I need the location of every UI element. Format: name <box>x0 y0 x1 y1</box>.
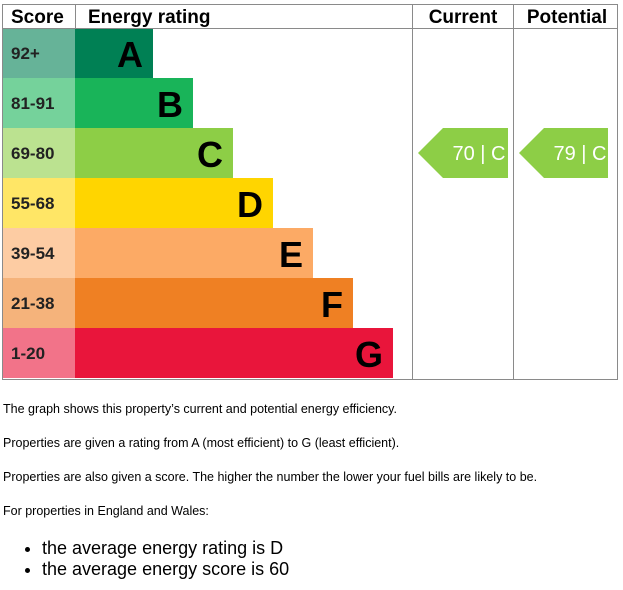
score-cell-a <box>2 28 75 78</box>
score-cell-c <box>2 128 75 178</box>
average-score-item: the average energy score is 60 <box>42 559 289 580</box>
rating-bar-e <box>75 228 313 278</box>
score-cell-e <box>2 228 75 278</box>
band-g: 1-20 G <box>2 328 393 378</box>
rating-bar-b <box>75 78 193 128</box>
rating-bar-f <box>75 278 353 328</box>
energy-rating-chart: 92+ A81-91 B69-80 C55-68 D39-54 E21-38 F1-20 G … <box>2 4 618 380</box>
current-rating-label: 70 | C <box>453 143 506 165</box>
potential-rating-label: 79 | C <box>554 143 607 165</box>
score-range-label: 1-20 <box>11 344 45 363</box>
average-list: the average energy rating is D the avera… <box>22 538 289 580</box>
info-text-rating: Properties are given a rating from A (mo… <box>3 436 400 450</box>
potential-rating-arrow <box>519 128 608 178</box>
rating-letter: F <box>321 284 343 325</box>
rating-letter: B <box>157 84 183 125</box>
band-a: 92+ A <box>2 28 153 78</box>
score-range-label: 69-80 <box>11 144 54 163</box>
score-cell-b <box>2 78 75 128</box>
rating-letter: E <box>279 234 303 275</box>
score-range-label: 92+ <box>11 44 40 63</box>
rating-bar-a <box>75 28 153 78</box>
score-range-label: 21-38 <box>11 294 54 313</box>
score-cell-g <box>2 328 75 378</box>
potential-rating-marker: 79 | C <box>519 128 608 178</box>
current-rating-arrow <box>418 128 508 178</box>
energy-rating-header: Energy rating <box>88 7 210 28</box>
band-c: 69-80 C <box>2 128 233 178</box>
score-range-label: 39-54 <box>11 244 55 263</box>
rating-letter: A <box>117 34 143 75</box>
score-range-label: 55-68 <box>11 194 54 213</box>
info-text-score: Properties are also given a score. The h… <box>3 470 538 484</box>
chart-border <box>2 4 618 380</box>
score-header: Score <box>11 7 64 28</box>
rating-letter: G <box>355 334 383 375</box>
rating-bar-d <box>75 178 273 228</box>
band-f: 21-38 F <box>2 278 353 328</box>
band-d: 55-68 D <box>2 178 273 228</box>
rating-bar-c <box>75 128 233 178</box>
score-cell-f <box>2 278 75 328</box>
band-e: 39-54 E <box>2 228 313 278</box>
bands-layer: 92+ A 81-91 B 69-80 C 55-68 D 39-54 E 21-38 F 1-20 G <box>2 28 393 378</box>
score-cell-d <box>2 178 75 228</box>
current-header: Current <box>429 7 498 28</box>
rating-letter: D <box>237 184 263 225</box>
info-text-region: For properties in England and Wales: <box>3 504 209 518</box>
score-range-label: 81-91 <box>11 94 54 113</box>
average-rating-item: the average energy rating is D <box>42 538 289 559</box>
current-rating-marker: 70 | C <box>418 128 508 178</box>
potential-header: Potential <box>527 7 607 28</box>
info-text-graph: The graph shows this property’s current … <box>3 402 397 416</box>
rating-letter: C <box>197 134 223 175</box>
chart-grid <box>2 4 618 380</box>
band-b: 81-91 B <box>2 78 193 128</box>
rating-bar-g <box>75 328 393 378</box>
markers-layer: 70 | C 79 | C <box>418 128 608 178</box>
